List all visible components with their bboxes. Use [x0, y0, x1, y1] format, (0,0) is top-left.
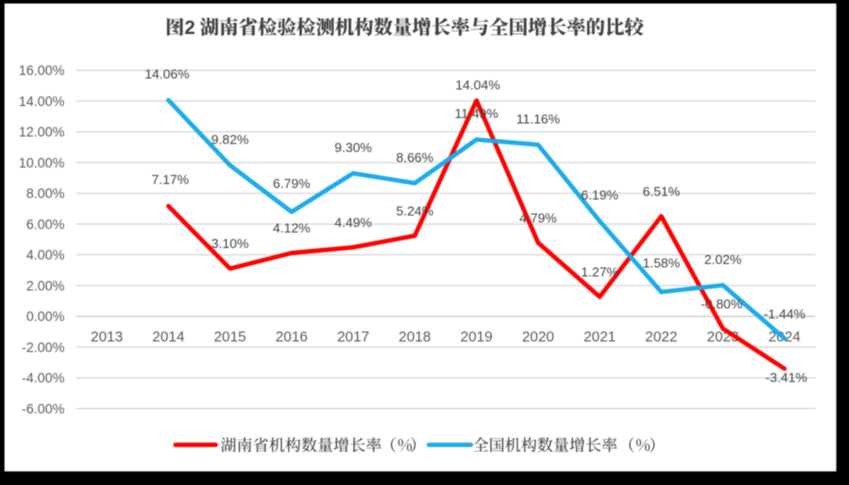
svg-text:2: 2	[185, 18, 196, 39]
svg-text:2016: 2016	[275, 330, 307, 346]
svg-text:-6.00%: -6.00%	[22, 401, 65, 416]
svg-text:9.82%: 9.82%	[211, 132, 249, 147]
svg-text:8.00%: 8.00%	[26, 186, 64, 201]
svg-text:6.00%: 6.00%	[26, 217, 64, 232]
svg-text:4.49%: 4.49%	[334, 215, 372, 230]
svg-text:1.58%: 1.58%	[643, 256, 681, 271]
svg-text:2.02%: 2.02%	[704, 252, 742, 267]
svg-text:8.66%: 8.66%	[396, 150, 434, 165]
svg-text:2014: 2014	[152, 330, 184, 346]
svg-text:3.10%: 3.10%	[211, 236, 249, 251]
svg-text:2.00%: 2.00%	[26, 278, 64, 293]
svg-text:2015: 2015	[214, 330, 246, 346]
svg-text:12.00%: 12.00%	[19, 125, 65, 140]
svg-text:-4.00%: -4.00%	[22, 371, 65, 386]
svg-text:1.27%: 1.27%	[581, 264, 619, 279]
svg-text:9.30%: 9.30%	[334, 140, 372, 155]
svg-text:0.00%: 0.00%	[26, 309, 64, 324]
svg-text:11.49%: 11.49%	[455, 106, 499, 121]
svg-text:5.24%: 5.24%	[396, 203, 434, 218]
svg-text:11.16%: 11.16%	[516, 111, 560, 126]
svg-text:2013: 2013	[91, 330, 123, 346]
svg-text:14.04%: 14.04%	[455, 78, 500, 93]
svg-text:4.00%: 4.00%	[26, 248, 64, 263]
svg-text:2020: 2020	[522, 330, 554, 346]
svg-text:4.12%: 4.12%	[273, 221, 311, 236]
svg-text:2018: 2018	[399, 330, 431, 346]
svg-text:10.00%: 10.00%	[19, 155, 65, 170]
svg-text:16.00%: 16.00%	[19, 63, 65, 78]
svg-text:2019: 2019	[460, 330, 492, 346]
svg-text:-0.80%: -0.80%	[701, 297, 743, 312]
svg-text:-1.44%: -1.44%	[764, 307, 806, 322]
svg-text:14.00%: 14.00%	[19, 94, 65, 109]
svg-text:6.79%: 6.79%	[273, 176, 311, 191]
svg-text:6.51%: 6.51%	[643, 184, 681, 199]
svg-text:2021: 2021	[584, 330, 616, 346]
svg-text:4.79%: 4.79%	[519, 210, 557, 225]
svg-text:-2.00%: -2.00%	[22, 340, 65, 355]
svg-text:2017: 2017	[337, 330, 369, 346]
svg-text:7.17%: 7.17%	[152, 172, 190, 187]
svg-text:14.06%: 14.06%	[145, 67, 190, 82]
svg-text:2022: 2022	[645, 330, 677, 346]
svg-text:-3.41%: -3.41%	[765, 370, 807, 385]
svg-text:6.19%: 6.19%	[581, 188, 619, 203]
